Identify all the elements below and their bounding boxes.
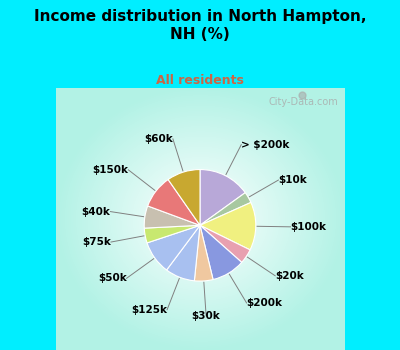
Text: $20k: $20k xyxy=(275,271,304,281)
Wedge shape xyxy=(194,225,213,281)
Wedge shape xyxy=(168,169,200,225)
Text: $40k: $40k xyxy=(82,206,110,217)
Text: $50k: $50k xyxy=(98,273,126,283)
Wedge shape xyxy=(144,206,200,228)
Text: $125k: $125k xyxy=(131,305,167,315)
Text: $75k: $75k xyxy=(82,237,111,247)
Wedge shape xyxy=(148,180,200,225)
Wedge shape xyxy=(200,193,251,225)
Text: All residents: All residents xyxy=(156,74,244,86)
Text: $100k: $100k xyxy=(290,222,326,232)
Wedge shape xyxy=(147,225,200,270)
Text: > $200k: > $200k xyxy=(241,140,290,150)
Wedge shape xyxy=(200,225,250,262)
Text: $10k: $10k xyxy=(278,175,307,185)
Wedge shape xyxy=(200,225,242,280)
Text: Income distribution in North Hampton,
NH (%): Income distribution in North Hampton, NH… xyxy=(34,9,366,42)
Wedge shape xyxy=(200,169,245,225)
Text: $200k: $200k xyxy=(246,298,282,308)
Wedge shape xyxy=(167,225,200,281)
Text: City-Data.com: City-Data.com xyxy=(268,97,338,107)
Wedge shape xyxy=(200,202,256,250)
Text: $60k: $60k xyxy=(144,134,173,144)
Text: $30k: $30k xyxy=(192,311,220,321)
Wedge shape xyxy=(144,225,200,243)
Text: $150k: $150k xyxy=(92,165,128,175)
